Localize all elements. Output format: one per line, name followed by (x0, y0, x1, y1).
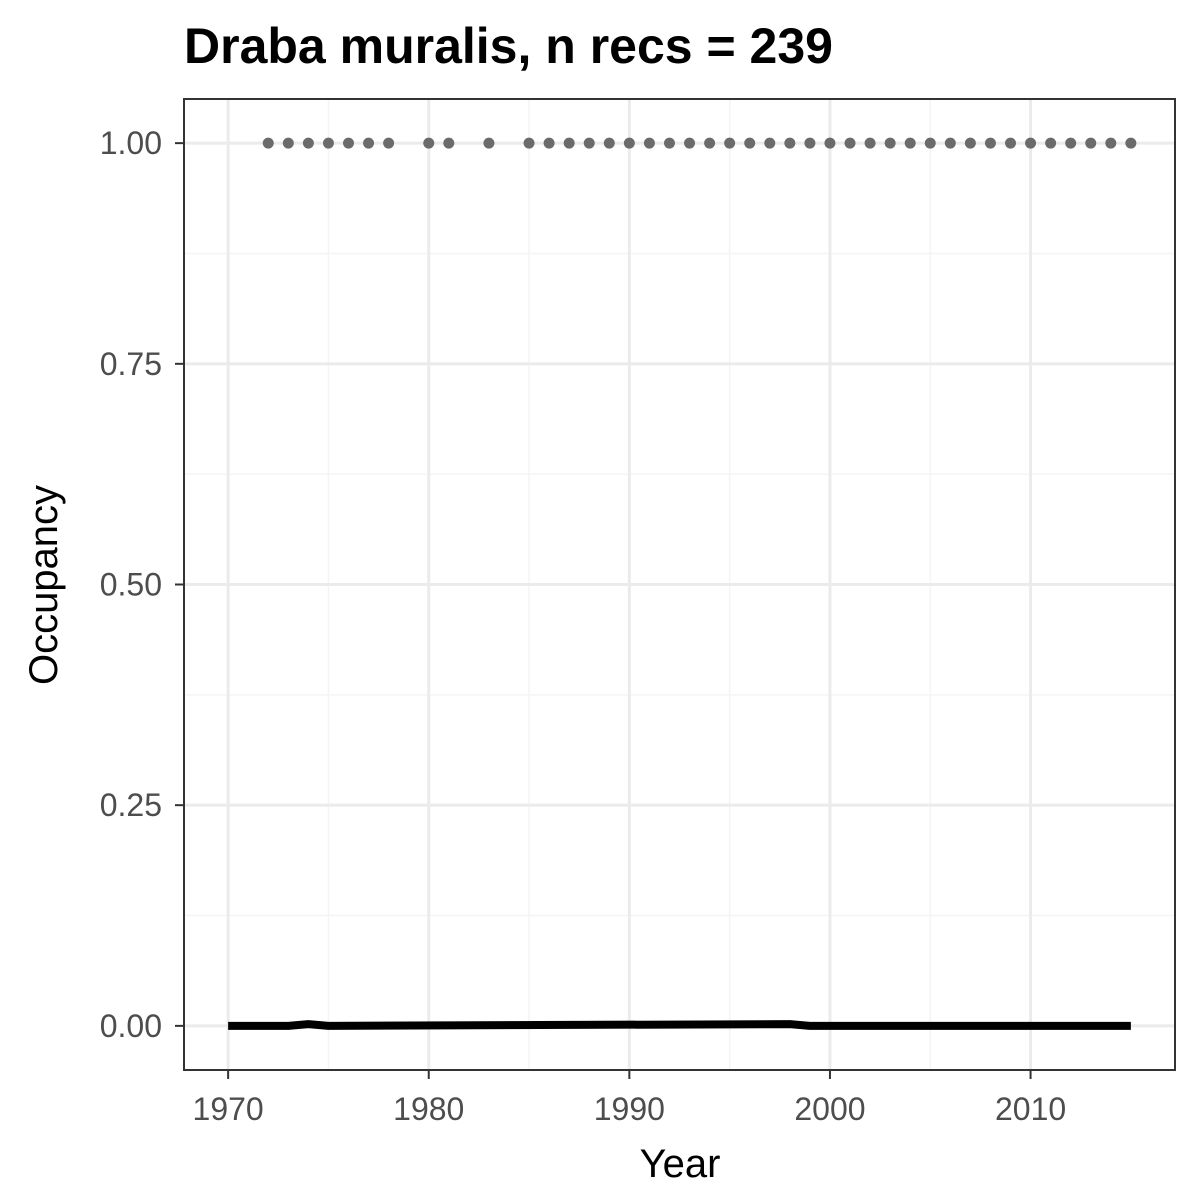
x-axis-title: Year (640, 1142, 721, 1186)
data-point (643, 137, 655, 149)
y-tick-label: 0.50 (100, 567, 162, 603)
data-point (704, 137, 716, 149)
data-point (684, 137, 696, 149)
x-tick-label: 2010 (995, 1091, 1066, 1127)
data-point (904, 137, 916, 149)
data-point (944, 137, 956, 149)
y-tick-label: 0.75 (100, 346, 162, 382)
data-point (764, 137, 776, 149)
data-point (383, 137, 395, 149)
data-point (804, 137, 816, 149)
y-tick-label: 0.25 (100, 787, 162, 823)
data-point (1065, 137, 1077, 149)
x-tick-label: 1980 (393, 1091, 464, 1127)
data-point (322, 137, 334, 149)
x-tick-label: 1990 (594, 1091, 665, 1127)
data-point (864, 137, 876, 149)
data-point (884, 137, 896, 149)
data-point (423, 137, 435, 149)
data-point (523, 137, 535, 149)
data-point (1025, 137, 1037, 149)
data-point (483, 137, 495, 149)
data-point (302, 137, 314, 149)
data-point (583, 137, 595, 149)
x-axis: 1970 1980 1990 2000 2010 (193, 1070, 1066, 1127)
data-point (342, 137, 354, 149)
data-point (663, 137, 675, 149)
y-axis: 0.00 0.25 0.50 0.75 1.00 (100, 125, 184, 1044)
data-point (724, 137, 736, 149)
data-point (543, 137, 555, 149)
data-point (363, 137, 375, 149)
x-tick-label: 2000 (794, 1091, 865, 1127)
data-point (1125, 137, 1137, 149)
data-point (924, 137, 936, 149)
data-point (603, 137, 615, 149)
chart-title: Draba muralis, n recs = 239 (184, 18, 833, 74)
data-point (1085, 137, 1097, 149)
data-point (824, 137, 836, 149)
major-gridlines (184, 99, 1175, 1070)
data-point (623, 137, 635, 149)
data-point (1105, 137, 1117, 149)
data-point (1005, 137, 1017, 149)
data-series (228, 137, 1137, 1030)
x-tick-label: 1970 (193, 1091, 264, 1127)
y-tick-label: 1.00 (100, 125, 162, 161)
data-point (563, 137, 575, 149)
data-point (262, 137, 274, 149)
data-point (844, 137, 856, 149)
y-axis-title: Occupancy (22, 485, 66, 685)
data-point (282, 137, 294, 149)
y-tick-label: 0.00 (100, 1008, 162, 1044)
data-point (443, 137, 455, 149)
data-point (964, 137, 976, 149)
data-point (1045, 137, 1057, 149)
occupancy-trend-line (228, 1020, 1131, 1030)
data-point (984, 137, 996, 149)
data-point (744, 137, 756, 149)
data-point (784, 137, 796, 149)
